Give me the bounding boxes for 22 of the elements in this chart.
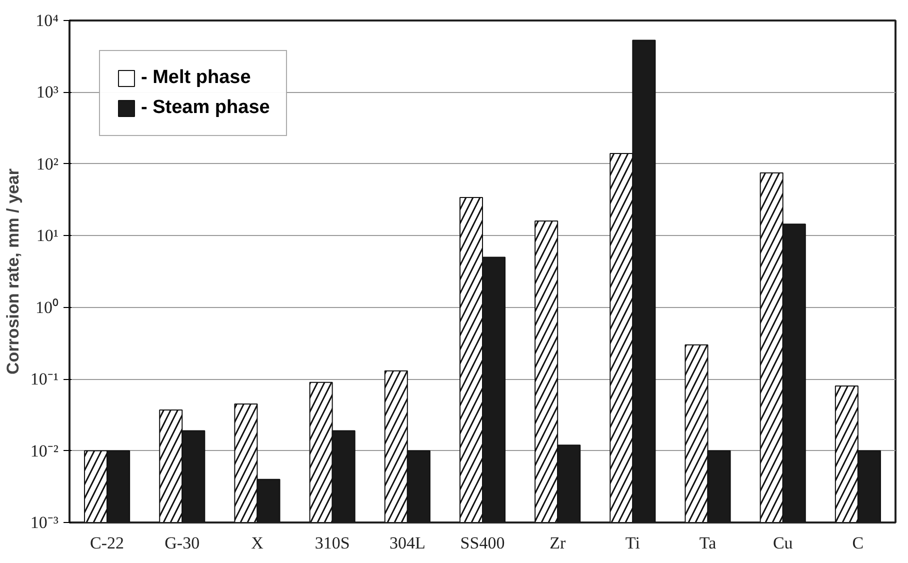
y-tick-label: 10⁻¹ — [30, 370, 59, 389]
y-axis-title: Corrosion rate, mm / year — [3, 168, 22, 374]
x-tick-label: Zr — [550, 534, 566, 552]
x-tick-label: X — [251, 534, 264, 552]
x-tick-label: C — [852, 534, 864, 552]
x-tick-label: Cu — [772, 534, 794, 552]
y-tick-label: 10⁻² — [30, 441, 59, 460]
y-tick-label: 10² — [36, 154, 59, 174]
x-tick-label: 310S — [314, 534, 350, 552]
x-tick-label: 304L — [389, 534, 426, 552]
legend-label: - Steam phase — [141, 97, 270, 119]
y-tick-label: 10⁰ — [36, 298, 58, 317]
x-tick-label: G-30 — [164, 534, 200, 552]
x-tick-label: C-22 — [90, 534, 124, 552]
legend-label: - Melt phase — [141, 67, 251, 89]
x-tick-label: Ta — [699, 534, 717, 552]
y-tick-label: 10⁴ — [36, 11, 59, 30]
x-tick-label: SS400 — [460, 534, 505, 552]
y-tick-label: 10¹ — [36, 226, 59, 246]
x-tick-label: Ti — [625, 534, 640, 552]
y-tick-label: 10³ — [36, 82, 59, 102]
y-tick-label: 10⁻³ — [30, 513, 59, 532]
